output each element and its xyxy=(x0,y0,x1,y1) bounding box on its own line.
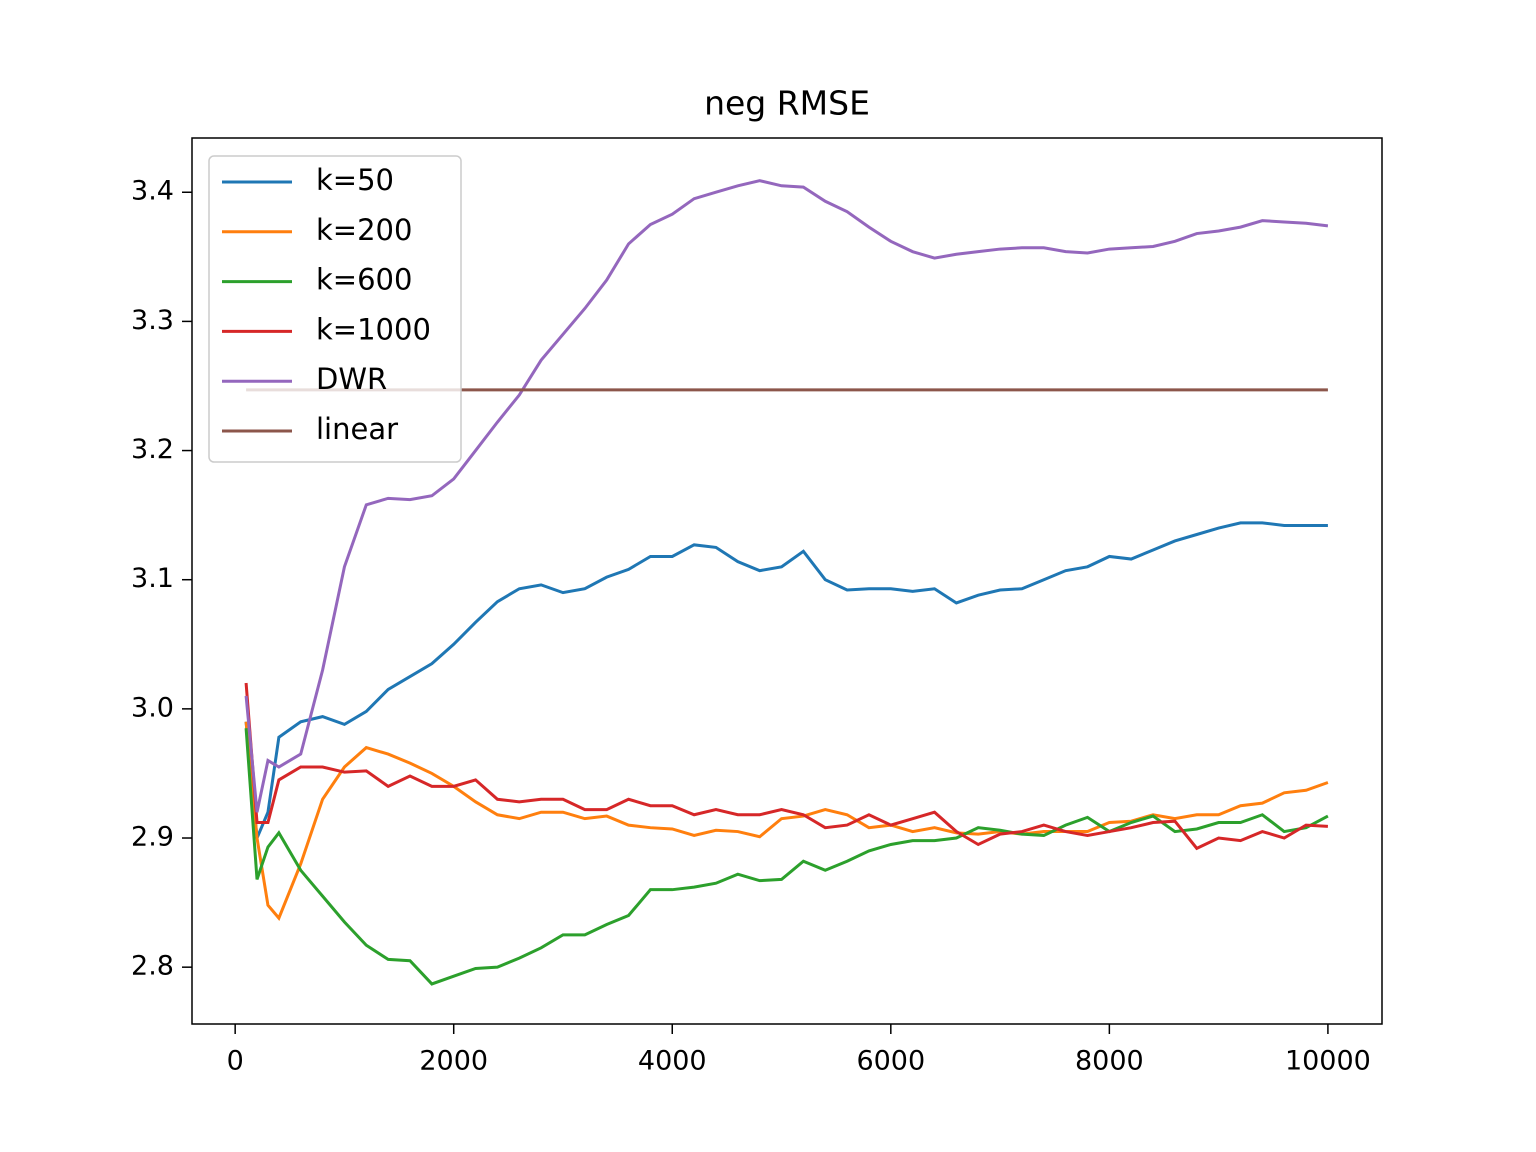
x-tick-label: 8000 xyxy=(1075,1046,1144,1077)
data-line xyxy=(244,521,1328,839)
legend-label: k=1000 xyxy=(316,312,431,346)
y-tick-label: 3.1 xyxy=(131,563,174,594)
x-tick-label: 2000 xyxy=(419,1046,488,1077)
y-tick-label: 2.8 xyxy=(131,951,174,982)
data-line xyxy=(244,682,1328,851)
y-tick-label: 3.0 xyxy=(131,692,174,723)
plot-frame xyxy=(191,137,1383,1025)
legend-label: k=50 xyxy=(316,163,394,197)
x-tick-label: 6000 xyxy=(856,1046,925,1077)
data-line xyxy=(244,728,1329,986)
y-tick-label: 3.2 xyxy=(131,434,174,465)
legend-label: linear xyxy=(316,412,398,446)
y-tick-label: 2.9 xyxy=(131,822,174,853)
x-tick-label: 10000 xyxy=(1285,1046,1371,1077)
x-tick-label: 0 xyxy=(227,1046,244,1077)
data-line xyxy=(244,179,1329,813)
chart-title: neg RMSE xyxy=(704,84,870,123)
legend-label: DWR xyxy=(316,362,387,396)
legend-label: k=200 xyxy=(316,213,412,247)
y-tick-label: 3.4 xyxy=(131,176,174,207)
x-tick-label: 4000 xyxy=(638,1046,707,1077)
y-tick-label: 3.3 xyxy=(131,305,174,336)
legend-label: k=600 xyxy=(316,263,412,297)
